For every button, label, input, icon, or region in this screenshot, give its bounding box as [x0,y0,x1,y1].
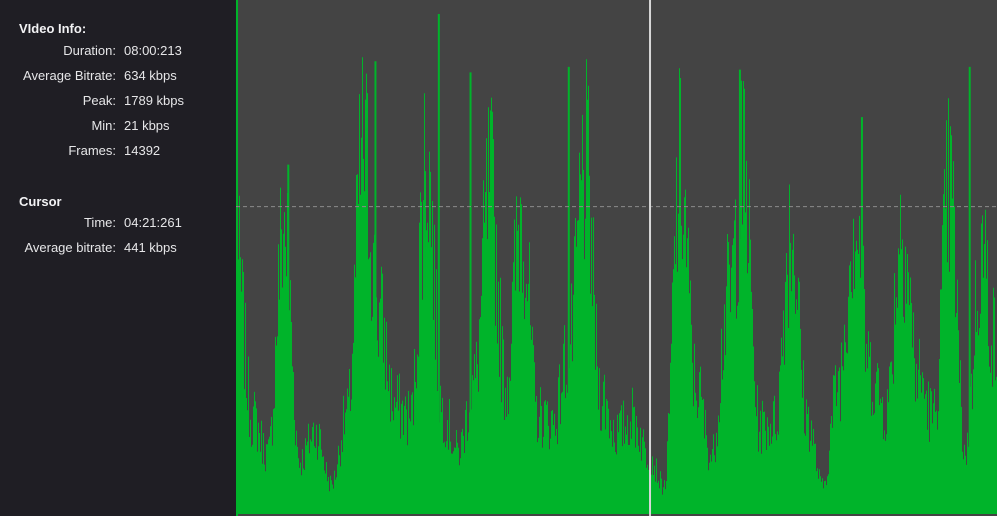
bitrate-series [236,0,997,516]
video-info-value: 1789 kbps [124,93,184,108]
info-sidebar: VIdeo Info: Duration: 08:00:213 Average Bi… [0,0,236,516]
bitrate-chart[interactable] [236,0,997,516]
cursor-info-label: Time: [83,215,116,230]
cursor-info-value: 04:21:261 [124,215,182,230]
video-info-label: Frames: [68,143,116,158]
bitrate-chart-area[interactable] [236,0,997,516]
cursor-info-row: Average bitrate: 441 kbps [0,240,236,258]
video-info-label: Duration: [63,43,116,58]
video-info-row: Average Bitrate: 634 kbps [0,68,236,86]
video-info-row: Min: 21 kbps [0,118,236,136]
video-info-title: VIdeo Info: [19,21,87,36]
cursor-info-label: Average bitrate: [24,240,116,255]
bitrate-area [236,57,997,515]
video-info-value: 14392 [124,143,161,158]
video-info-label: Peak: [82,93,116,108]
video-info-row: Peak: 1789 kbps [0,93,236,111]
cursor-info-row: Time: 04:21:261 [0,215,236,233]
video-info-row: Duration: 08:00:213 [0,43,236,61]
cursor-title: Cursor [19,194,62,209]
video-info-value: 08:00:213 [124,43,182,58]
video-info-row: Frames: 14392 [0,143,236,161]
video-info-value: 21 kbps [124,118,170,133]
video-info-value: 634 kbps [124,68,177,83]
video-info-label: Min: [91,118,116,133]
video-info-label: Average Bitrate: [23,68,116,83]
cursor-info-value: 441 kbps [124,240,177,255]
